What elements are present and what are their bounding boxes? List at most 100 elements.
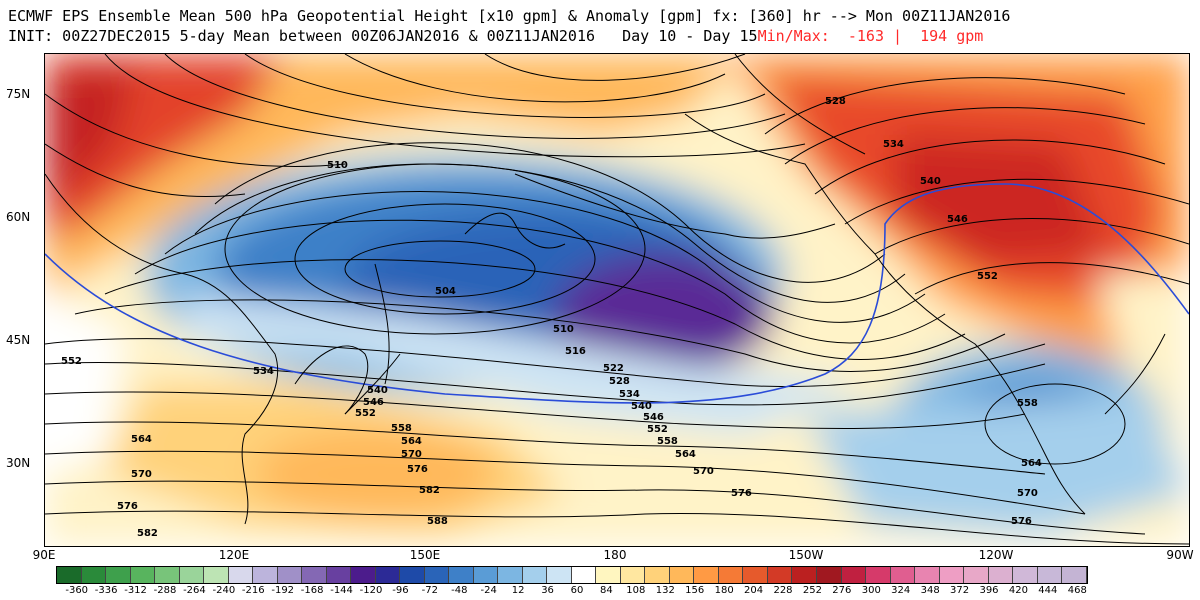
- label-582-west: 582: [137, 528, 158, 539]
- colorbar-swatch: [302, 567, 327, 583]
- colorbar-swatch: [620, 567, 646, 583]
- label-546-pacific: 546: [643, 412, 664, 423]
- label-522: 522: [603, 363, 624, 374]
- colorbar-tick-label: 372: [950, 585, 970, 596]
- colorbar-swatch: [57, 567, 82, 583]
- label-570-us: 570: [1017, 488, 1038, 499]
- colorbar-tick-label: 252: [802, 585, 822, 596]
- colorbar-swatch: [841, 567, 867, 583]
- colorbar-tick-label: -48: [451, 585, 468, 596]
- colorbar-swatch: [792, 567, 817, 583]
- label-534-yukon: 534: [883, 139, 904, 150]
- colorbar-tick-label: -216: [241, 585, 265, 596]
- colorbar-swatch: [1037, 567, 1063, 583]
- label-564-west: 564: [131, 434, 152, 445]
- minmax-text: Min/Max: -163 | 194 gpm: [757, 27, 984, 45]
- contour-552-highlight: [45, 183, 1189, 404]
- colorbar-tick-label: -360: [65, 585, 89, 596]
- colorbar-swatch: [375, 567, 401, 583]
- label-582: 582: [419, 485, 440, 496]
- title-line-2: INIT: 00Z27DEC2015 5-day Mean between 00…: [8, 26, 1010, 46]
- colorbar-swatch: [890, 567, 916, 583]
- colorbar-tick-label: 420: [1008, 585, 1028, 596]
- colorbar-swatch: [767, 567, 793, 583]
- label-504: 504: [435, 286, 456, 297]
- colorbar-tick-label: -336: [94, 585, 118, 596]
- lon-label-150e: 150E: [409, 548, 441, 562]
- colorbar-swatch: [645, 567, 670, 583]
- colorbar-tick-label: 12: [511, 585, 525, 596]
- colorbar-swatch: [964, 567, 989, 583]
- lon-label-180: 180: [603, 548, 627, 562]
- colorbar-tick-label: -144: [330, 585, 353, 596]
- colorbar-swatch: [816, 567, 842, 583]
- colorbar-swatch: [81, 567, 107, 583]
- colorbar-tick-label: -312: [124, 585, 147, 596]
- label-510-south: 510: [553, 324, 574, 335]
- colorbar-swatch: [204, 567, 229, 583]
- lat-label-60n: 60N: [6, 210, 31, 224]
- colorbar-tick-label: -72: [421, 585, 439, 596]
- colorbar-swatch: [596, 567, 621, 583]
- colorbar-tick-label: 36: [541, 585, 554, 596]
- colorbar-swatch: [130, 567, 156, 583]
- colorbar-swatch: [498, 567, 523, 583]
- colorbar-swatch: [866, 567, 891, 583]
- label-510-north: 510: [327, 160, 348, 171]
- label-576-us: 576: [1011, 516, 1032, 527]
- label-534-asia: 534: [253, 366, 274, 377]
- colorbar-tick-label: 276: [832, 585, 852, 596]
- colorbar-tick-label: -240: [212, 585, 236, 596]
- label-576-pacific: 576: [731, 488, 752, 499]
- colorbar-tick-label: 156: [685, 585, 705, 596]
- colorbar-tick-label: 396: [979, 585, 999, 596]
- colorbar-swatch: [547, 567, 572, 583]
- colorbar-swatch: [179, 567, 205, 583]
- title-line-1: ECMWF EPS Ensemble Mean 500 hPa Geopoten…: [8, 7, 1011, 25]
- label-564-pacific: 564: [675, 449, 696, 460]
- lon-label-90w: 90W: [1166, 548, 1194, 562]
- colorbar-swatch: [351, 567, 376, 583]
- label-552-canada: 552: [977, 271, 998, 282]
- colorbar-swatch: [522, 567, 548, 583]
- colorbar-tick-label: 132: [655, 585, 675, 596]
- colorbar-swatch: [669, 567, 695, 583]
- label-570-japan: 570: [401, 449, 422, 460]
- colorbar-swatch: [424, 567, 450, 583]
- colorbar-swatch: [988, 567, 1014, 583]
- label-552-pacific: 552: [647, 424, 668, 435]
- colorbar-swatch: [743, 567, 768, 583]
- colorbar-tick-label: 468: [1067, 585, 1087, 596]
- lat-label-30n: 30N: [6, 456, 31, 470]
- label-570-pacific: 570: [693, 466, 714, 477]
- label-558-pacific: 558: [657, 436, 678, 447]
- lon-label-120e: 120E: [218, 548, 250, 562]
- colorbar: [56, 566, 1088, 584]
- colorbar-tick-label: 84: [600, 585, 613, 596]
- colorbar-swatch: [400, 567, 425, 583]
- label-552-west: 552: [61, 356, 82, 367]
- lon-label-150w: 150W: [788, 548, 824, 562]
- colorbar-tick-label: -168: [300, 585, 324, 596]
- init-info: INIT: 00Z27DEC2015 5-day Mean between 00…: [8, 27, 758, 45]
- colorbar-tick-label: -96: [392, 585, 409, 596]
- label-540-pacific: 540: [631, 401, 652, 412]
- lat-label-45n: 45N: [6, 333, 31, 347]
- colorbar-tick-label: -264: [183, 585, 206, 596]
- label-516: 516: [565, 346, 586, 357]
- colorbar-swatch: [939, 567, 965, 583]
- label-564-us: 564: [1021, 458, 1042, 469]
- label-558-us: 558: [1017, 398, 1038, 409]
- colorbar-tick-label: 444: [1038, 585, 1058, 596]
- label-576-japan: 576: [407, 464, 428, 475]
- colorbar-tick-label: 180: [714, 585, 734, 596]
- lat-label-75n: 75N: [6, 87, 31, 101]
- contour-labels: 504 510 510 516 522 528 528 534 534 534 …: [61, 96, 1042, 539]
- label-546-japan: 546: [363, 397, 384, 408]
- colorbar-swatch: [694, 567, 719, 583]
- colorbar-tick-label: -120: [359, 585, 383, 596]
- label-540-canada: 540: [920, 176, 941, 187]
- coastlines: [45, 54, 1166, 525]
- label-552-japan: 552: [355, 408, 376, 419]
- colorbar-swatch: [571, 567, 597, 583]
